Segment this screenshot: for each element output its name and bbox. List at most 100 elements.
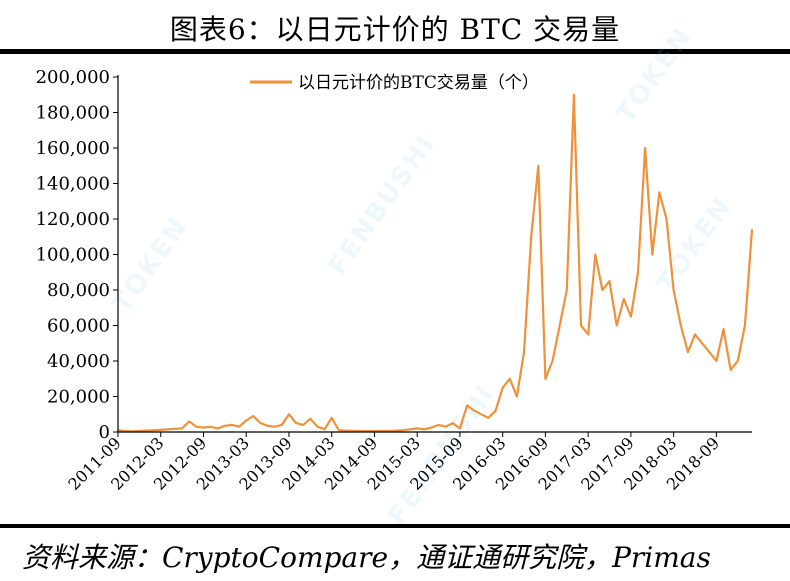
data-point xyxy=(544,377,547,380)
data-point xyxy=(245,419,248,422)
y-axis-ticks: 200,000 180,000 160,000 140,000 120,000 100,0… xyxy=(36,67,118,443)
data-point xyxy=(715,360,718,362)
data-point xyxy=(501,386,504,389)
data-point xyxy=(430,426,433,429)
data-point xyxy=(658,191,661,194)
data-point xyxy=(594,253,597,256)
data-point xyxy=(665,218,668,220)
data-point xyxy=(288,413,290,416)
data-point xyxy=(558,324,561,327)
data-point xyxy=(452,422,454,424)
legend-label: 以日元计价的BTC交易量（个） xyxy=(298,73,539,93)
data-point xyxy=(195,425,198,428)
y-tick-label: 0 xyxy=(99,422,110,443)
data-point xyxy=(209,425,212,428)
data-point xyxy=(708,351,711,353)
data-point xyxy=(736,360,739,362)
data-point xyxy=(152,429,155,432)
data-point xyxy=(302,424,305,426)
data-point xyxy=(309,417,312,420)
data-point xyxy=(573,93,575,96)
data-point xyxy=(295,422,297,424)
y-tick-label: 80,000 xyxy=(47,280,110,301)
series-line-btc-volume xyxy=(117,93,754,433)
data-point xyxy=(423,428,426,431)
data-point xyxy=(167,428,169,431)
data-point xyxy=(273,425,276,428)
data-point xyxy=(259,422,262,424)
data-point xyxy=(345,429,347,432)
data-point xyxy=(181,427,183,430)
data-point xyxy=(587,333,589,336)
data-point xyxy=(473,409,475,412)
y-tick-label: 200,000 xyxy=(36,67,110,88)
data-point xyxy=(159,429,162,431)
data-point xyxy=(459,427,461,430)
data-point xyxy=(338,429,340,432)
data-point xyxy=(437,424,440,426)
axes xyxy=(117,75,752,433)
data-point xyxy=(281,424,283,426)
data-point xyxy=(409,428,411,431)
data-point xyxy=(608,280,611,282)
data-point xyxy=(494,409,497,412)
data-point xyxy=(216,427,219,430)
data-point xyxy=(687,351,689,353)
y-tick-label: 140,000 xyxy=(36,174,110,195)
data-point xyxy=(224,424,226,427)
data-point xyxy=(138,430,141,432)
data-point xyxy=(729,369,732,371)
data-point xyxy=(480,413,483,416)
data-point xyxy=(630,315,632,318)
data-point xyxy=(402,429,404,432)
data-point xyxy=(644,147,646,149)
data-point xyxy=(751,228,753,231)
data-point xyxy=(551,360,554,362)
data-point xyxy=(145,429,148,432)
source-rule xyxy=(0,524,790,528)
data-point xyxy=(580,324,582,327)
data-point xyxy=(622,298,625,300)
data-point xyxy=(352,430,354,432)
data-point xyxy=(615,324,618,327)
page-title: 图表6：以日元计价的 BTC 交易量 xyxy=(169,13,621,46)
y-tick-label: 180,000 xyxy=(36,103,110,124)
x-axis-ticks: 2011-092012-032012-092013-032013-092014-… xyxy=(64,432,723,494)
y-tick-label: 60,000 xyxy=(47,316,110,337)
data-point xyxy=(523,351,525,353)
data-point xyxy=(330,417,333,419)
data-point xyxy=(722,328,725,330)
data-point xyxy=(395,429,397,432)
data-point xyxy=(530,235,532,238)
title-rule xyxy=(0,49,790,54)
data-point xyxy=(238,425,240,428)
data-point xyxy=(679,324,682,327)
data-point xyxy=(188,420,191,423)
data-point xyxy=(466,404,468,407)
data-point xyxy=(252,415,255,417)
data-point xyxy=(416,427,418,430)
data-point xyxy=(487,417,490,419)
data-point xyxy=(316,425,319,428)
data-point xyxy=(694,333,696,336)
data-point xyxy=(601,289,604,291)
data-point xyxy=(672,289,675,291)
y-tick-label: 120,000 xyxy=(36,209,110,230)
data-point xyxy=(323,428,326,431)
y-tick-label: 160,000 xyxy=(36,138,110,159)
y-tick-label: 100,000 xyxy=(36,245,110,266)
legend: 以日元计价的BTC交易量（个） xyxy=(250,73,539,93)
data-point xyxy=(516,395,518,398)
y-tick-label: 20,000 xyxy=(47,387,110,408)
data-point xyxy=(537,164,540,167)
data-point xyxy=(174,428,176,430)
data-point xyxy=(565,289,568,291)
data-point xyxy=(651,253,654,256)
data-point xyxy=(508,377,511,380)
y-tick-label: 40,000 xyxy=(47,351,110,372)
data-point xyxy=(380,430,383,432)
data-point xyxy=(231,424,233,426)
data-point xyxy=(202,426,205,429)
btc-volume-chart: 200,000 180,000 160,000 140,000 120,000 100,0… xyxy=(36,67,754,494)
series-layer xyxy=(117,93,754,433)
